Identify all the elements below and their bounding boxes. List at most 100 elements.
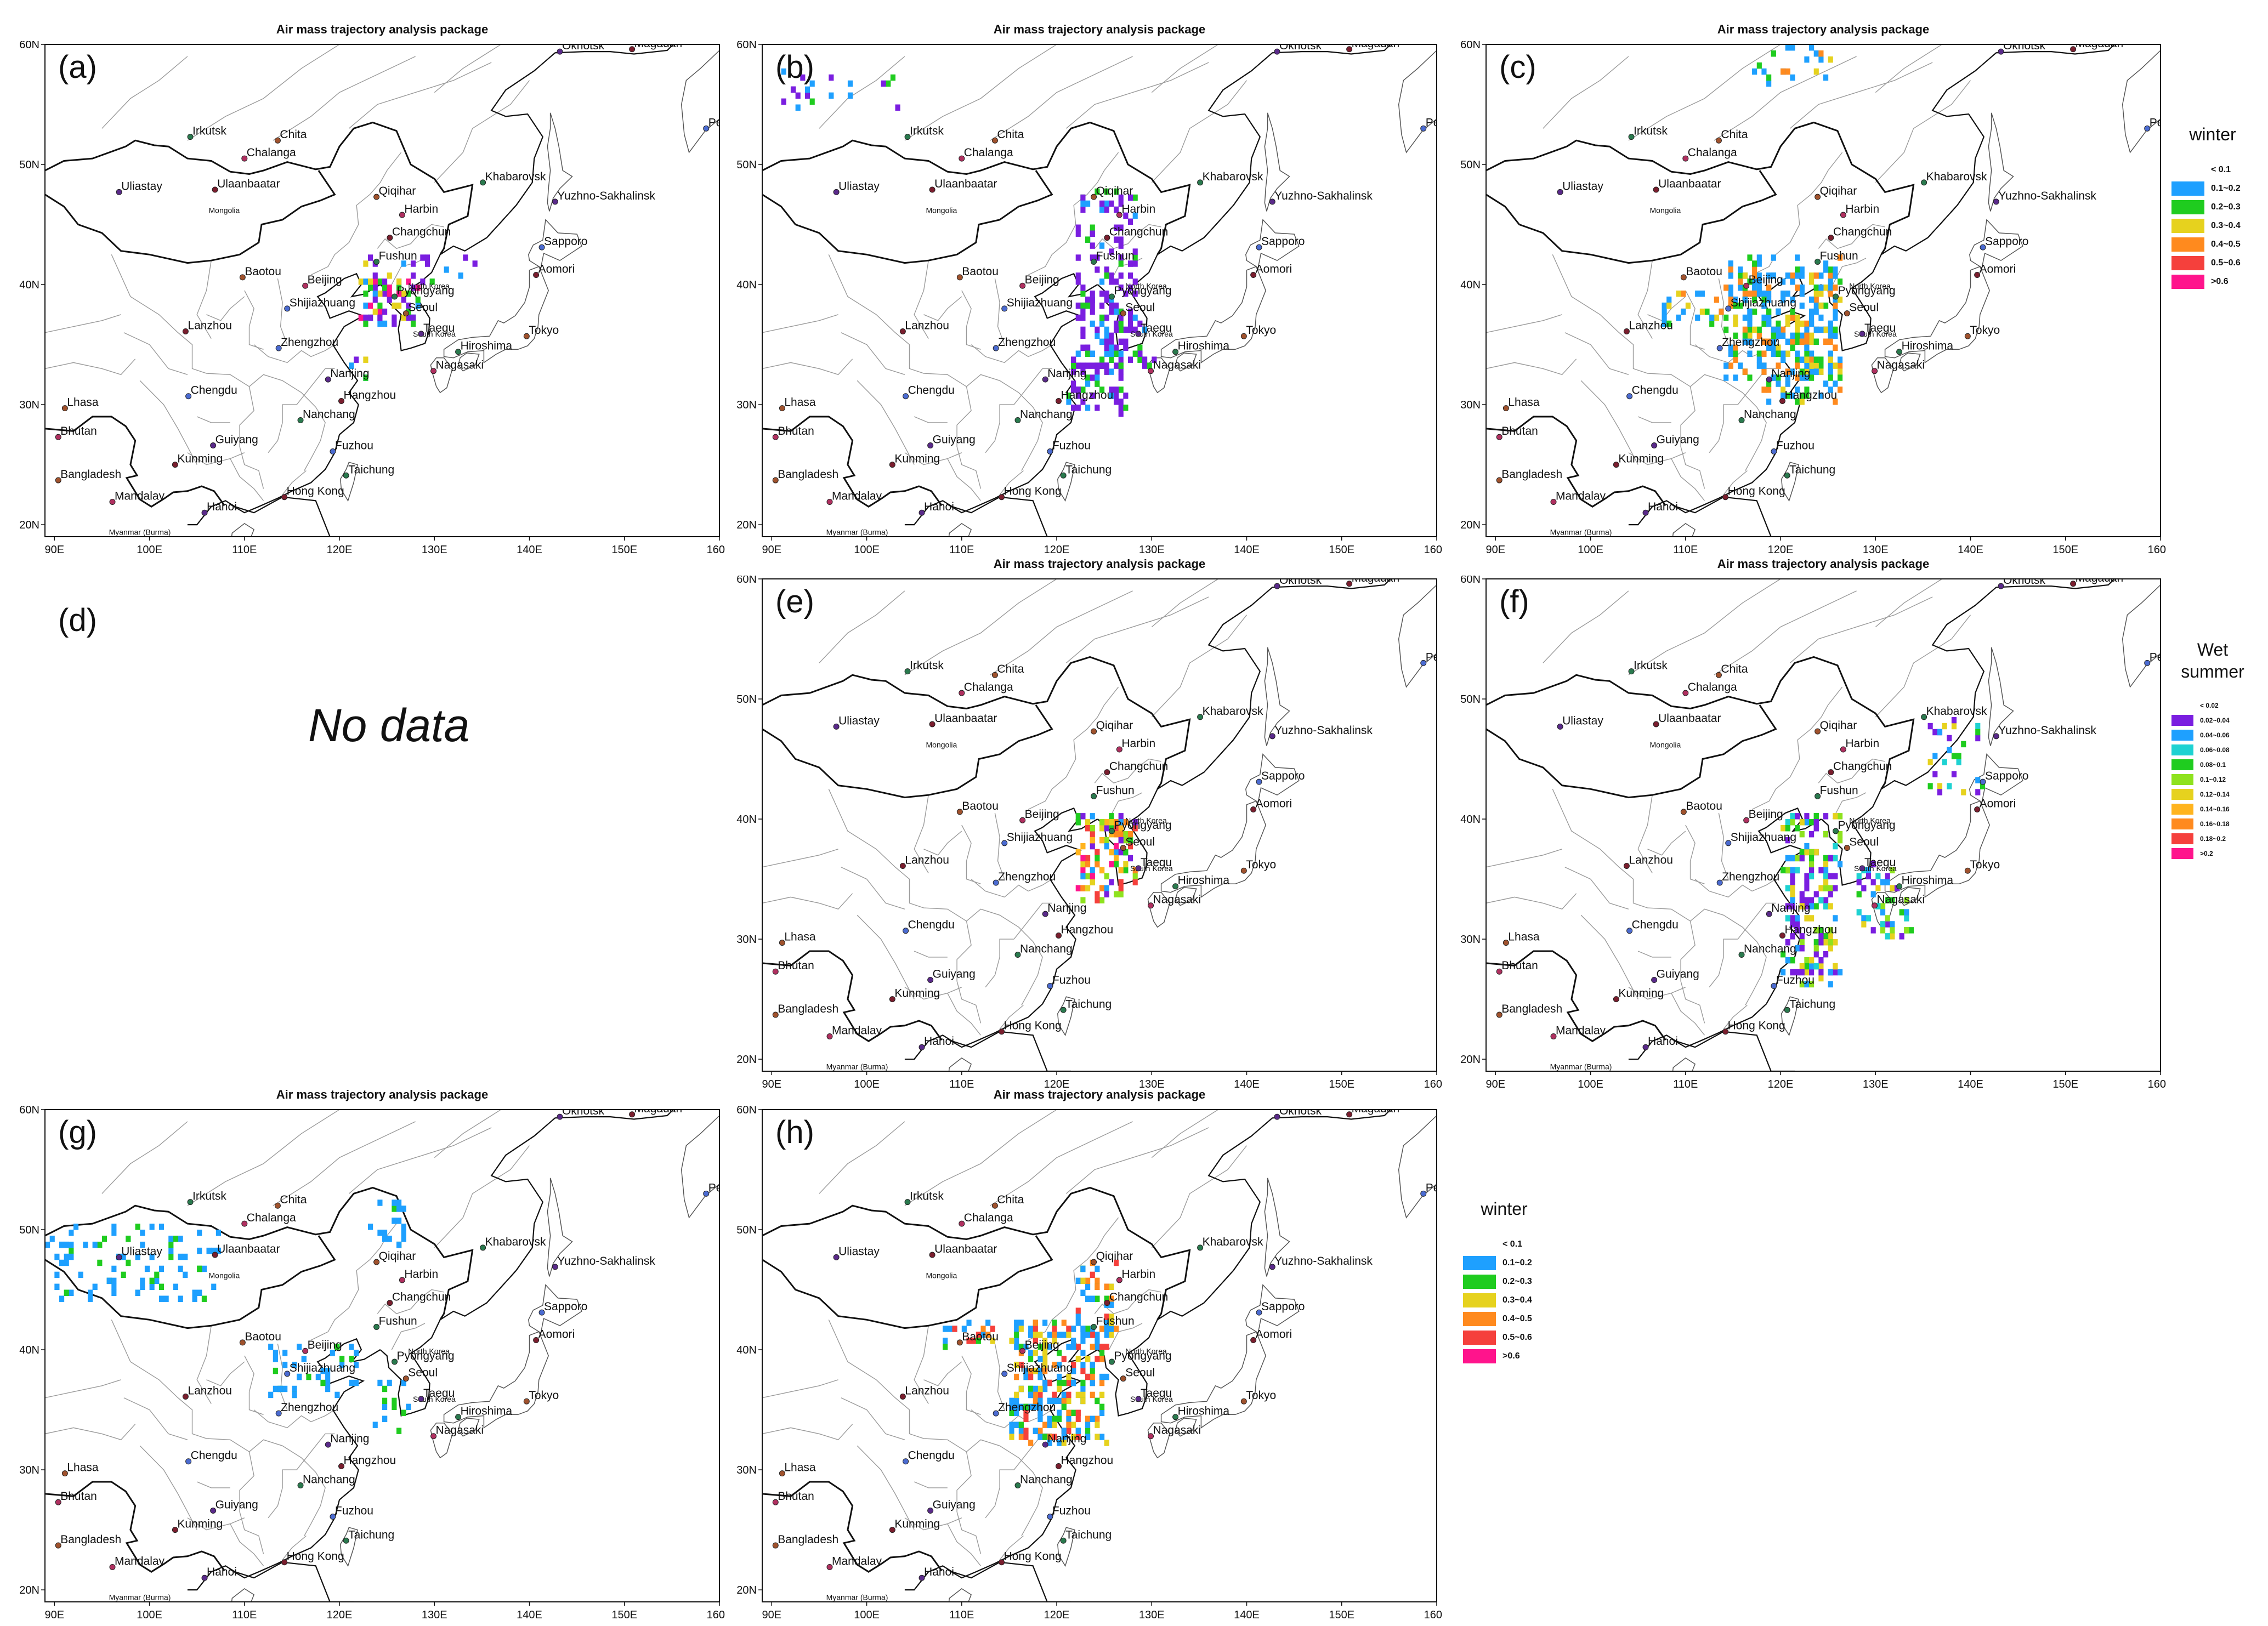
grid-cell	[377, 291, 383, 297]
city-label: Zhengzhou	[1722, 871, 1779, 883]
grid-cell	[1666, 296, 1672, 303]
city-marker	[455, 349, 462, 355]
grid-cell	[1057, 1361, 1062, 1368]
grid-cell	[1813, 50, 1819, 57]
legend-item: 0.16~0.18	[2171, 816, 2254, 831]
grid-cell	[1118, 326, 1124, 333]
grid-cell	[1057, 1373, 1062, 1380]
grid-cell	[1095, 1332, 1100, 1338]
grid-cell	[1752, 291, 1757, 297]
grid-cell	[1856, 891, 1862, 897]
grid-cell	[1127, 314, 1133, 321]
island-outline	[1898, 353, 1921, 372]
grid-cell	[1856, 873, 1862, 880]
grid-cell	[1790, 957, 1795, 964]
city-label: Yuzhno-Sakhalinsk	[557, 1255, 655, 1267]
grid-cell	[1809, 308, 1815, 315]
grid-cell	[1075, 314, 1081, 321]
island-outline	[1160, 266, 1267, 363]
city-marker	[1116, 212, 1122, 218]
city-marker	[826, 498, 833, 505]
grid-cell	[1804, 356, 1810, 363]
grid-cell	[334, 1391, 340, 1398]
city-label: Lhasa	[1508, 396, 1540, 409]
city-label: Beijing	[1025, 274, 1059, 286]
grid-cell	[1075, 1356, 1081, 1362]
island-outline	[1781, 462, 1799, 502]
legend-swatch	[2171, 700, 2193, 711]
admin-boundary	[947, 993, 982, 1036]
city-marker	[903, 928, 909, 934]
grid-cell	[886, 80, 891, 87]
grid-cell	[197, 1289, 202, 1296]
grid-cell	[1037, 1332, 1043, 1338]
grid-cell	[1932, 771, 1938, 777]
lat-tick-label: 50N	[736, 159, 757, 171]
grid-cell	[1799, 320, 1805, 327]
city-label: Yuzhno-Sakhalinsk	[1274, 724, 1373, 737]
grid-cell	[1090, 813, 1095, 820]
grid-cell	[1104, 350, 1109, 357]
city-label: Ulaanbaatar	[934, 178, 997, 190]
city-marker	[387, 1300, 393, 1306]
grid-cell	[1804, 393, 1810, 399]
grid-cell	[1033, 1332, 1038, 1338]
city-marker	[772, 1499, 779, 1505]
lon-tick-label: 110E	[232, 1609, 257, 1621]
city-marker	[1859, 865, 1866, 872]
grid-cell	[1014, 1373, 1019, 1380]
city-marker	[1623, 862, 1630, 869]
grid-cell	[1118, 819, 1124, 826]
grid-cell	[1961, 789, 1966, 795]
city-marker	[480, 1244, 486, 1251]
grid-cell	[140, 1277, 145, 1284]
grid-cell	[1095, 897, 1100, 903]
legend-item: 0.12~0.14	[2171, 787, 2254, 801]
grid-cell	[1095, 1283, 1100, 1290]
city-marker	[904, 134, 911, 140]
city-marker	[1060, 1007, 1067, 1013]
grid-cell	[1104, 1283, 1109, 1290]
city-label: Harbin	[404, 203, 438, 215]
lat-tick-label: 40N	[736, 279, 757, 291]
admin-boundary	[966, 908, 1043, 1005]
grid-cell	[1790, 272, 1795, 279]
grid-cell	[401, 1230, 406, 1236]
admin-boundary	[196, 1481, 230, 1488]
grid-cell	[1080, 399, 1086, 405]
city-label: Pyongyang	[397, 285, 455, 297]
grid-cell	[1761, 320, 1767, 327]
grid-cell	[1833, 326, 1838, 333]
grid-cell	[1804, 963, 1810, 970]
grid-cell	[1095, 855, 1100, 862]
legend-label: < 0.1	[2211, 165, 2231, 174]
city-label: Baotou	[962, 1331, 999, 1343]
legend-label: 0.1~0.2	[2211, 184, 2241, 193]
grid-cell	[1742, 326, 1748, 333]
city-marker	[1148, 1433, 1154, 1440]
lat-tick-label: 50N	[19, 159, 39, 171]
grid-cell	[396, 1199, 402, 1206]
grid-cell	[1142, 326, 1148, 333]
city-label: Shijiazhuang	[1007, 1362, 1073, 1374]
grid-cell	[1085, 861, 1091, 868]
city-label: Chengdu	[908, 919, 955, 931]
admin-boundary	[45, 359, 136, 376]
city-label: Fuzhou	[335, 439, 373, 452]
city-marker	[959, 1220, 965, 1227]
grid-cell	[1075, 362, 1081, 369]
lat-tick-label: 50N	[736, 1224, 757, 1236]
city-label: Chengdu	[908, 384, 955, 397]
city-label: Hiroshima	[1178, 340, 1230, 353]
city-label: Irkutsk	[910, 1190, 944, 1203]
city-marker	[1346, 46, 1353, 53]
grid-cell	[1837, 374, 1843, 381]
city-marker	[1896, 883, 1903, 890]
admin-boundary	[1628, 579, 1781, 675]
grid-cell	[1104, 314, 1109, 321]
grid-cell	[1804, 332, 1810, 339]
grid-cell	[377, 314, 383, 321]
grid-cell	[1118, 320, 1124, 327]
grid-cell	[1104, 1344, 1109, 1350]
island-outline	[681, 1110, 719, 1219]
